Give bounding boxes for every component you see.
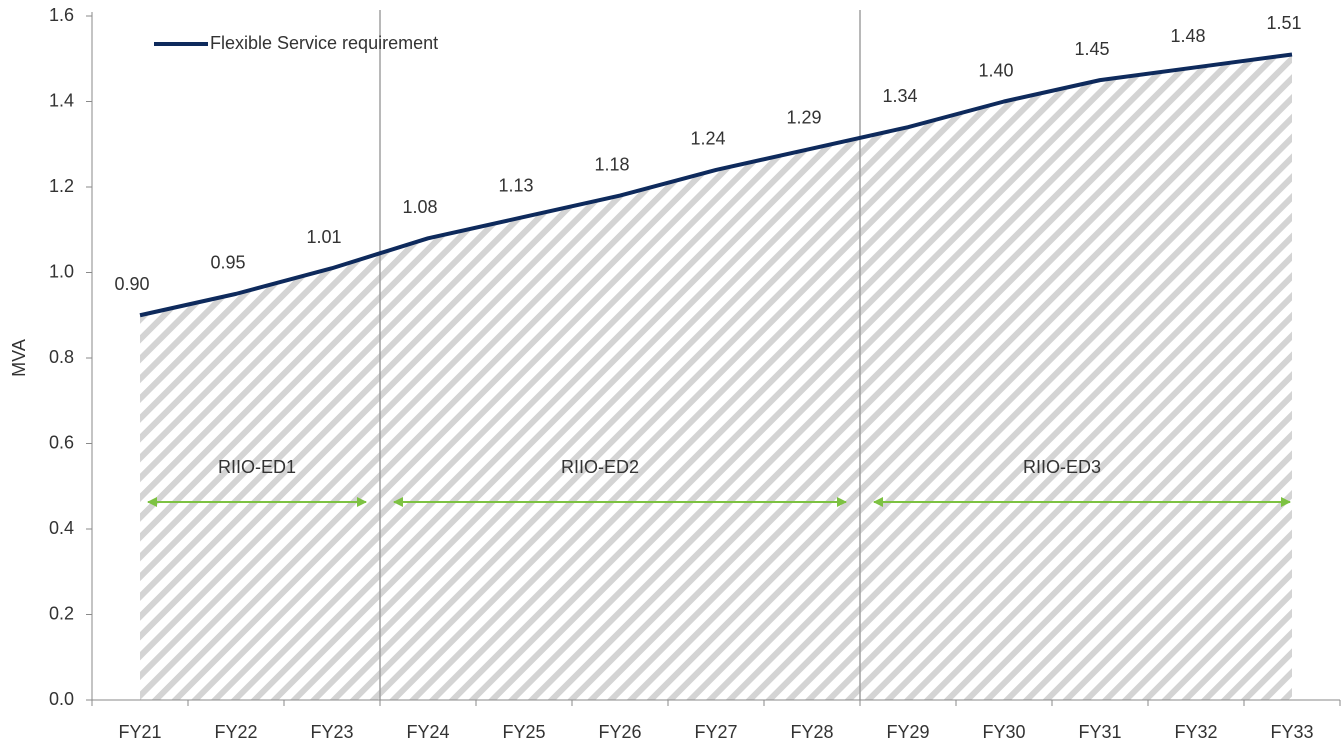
legend-label: Flexible Service requirement (210, 33, 438, 53)
period-label: RIIO-ED3 (1023, 457, 1101, 477)
y-tick-label: 0.4 (49, 518, 74, 538)
data-label: 1.08 (402, 197, 437, 217)
y-tick-label: 1.6 (49, 5, 74, 25)
x-tick-label: FY25 (502, 722, 545, 742)
data-label: 0.95 (210, 253, 245, 273)
data-label: 1.13 (498, 176, 533, 196)
data-label: 1.18 (594, 154, 629, 174)
data-label: 1.34 (882, 86, 917, 106)
x-tick-label: FY29 (886, 722, 929, 742)
y-axis-label: MVA (9, 339, 29, 377)
x-tick-label: FY30 (982, 722, 1025, 742)
x-tick-label: FY24 (406, 722, 449, 742)
x-tick-label: FY33 (1270, 722, 1313, 742)
y-tick-label: 1.4 (49, 90, 74, 110)
y-tick-label: 0.8 (49, 347, 74, 367)
y-tick-label: 0.2 (49, 603, 74, 623)
data-label: 1.40 (978, 60, 1013, 80)
y-tick-label: 0.6 (49, 432, 74, 452)
x-tick-label: FY27 (694, 722, 737, 742)
period-label: RIIO-ED1 (218, 457, 296, 477)
data-label: 1.29 (786, 107, 821, 127)
period-label: RIIO-ED2 (561, 457, 639, 477)
x-tick-label: FY28 (790, 722, 833, 742)
data-label: 1.01 (306, 227, 341, 247)
x-tick-label: FY23 (310, 722, 353, 742)
x-tick-label: FY21 (118, 722, 161, 742)
data-label: 0.90 (114, 274, 149, 294)
data-label: 1.51 (1266, 13, 1301, 33)
y-tick-label: 1.0 (49, 261, 74, 281)
x-tick-label: FY32 (1174, 722, 1217, 742)
area (140, 54, 1292, 701)
line (139, 52, 1293, 318)
data-label: 1.45 (1074, 39, 1109, 59)
data-label: 1.24 (690, 129, 725, 149)
data-label: 1.48 (1170, 26, 1205, 46)
x-tick-label: FY22 (214, 722, 257, 742)
x-tick-label: FY26 (598, 722, 641, 742)
y-tick-label: 1.2 (49, 176, 74, 196)
x-tick-label: FY31 (1078, 722, 1121, 742)
y-tick-label: 0.0 (49, 689, 74, 709)
